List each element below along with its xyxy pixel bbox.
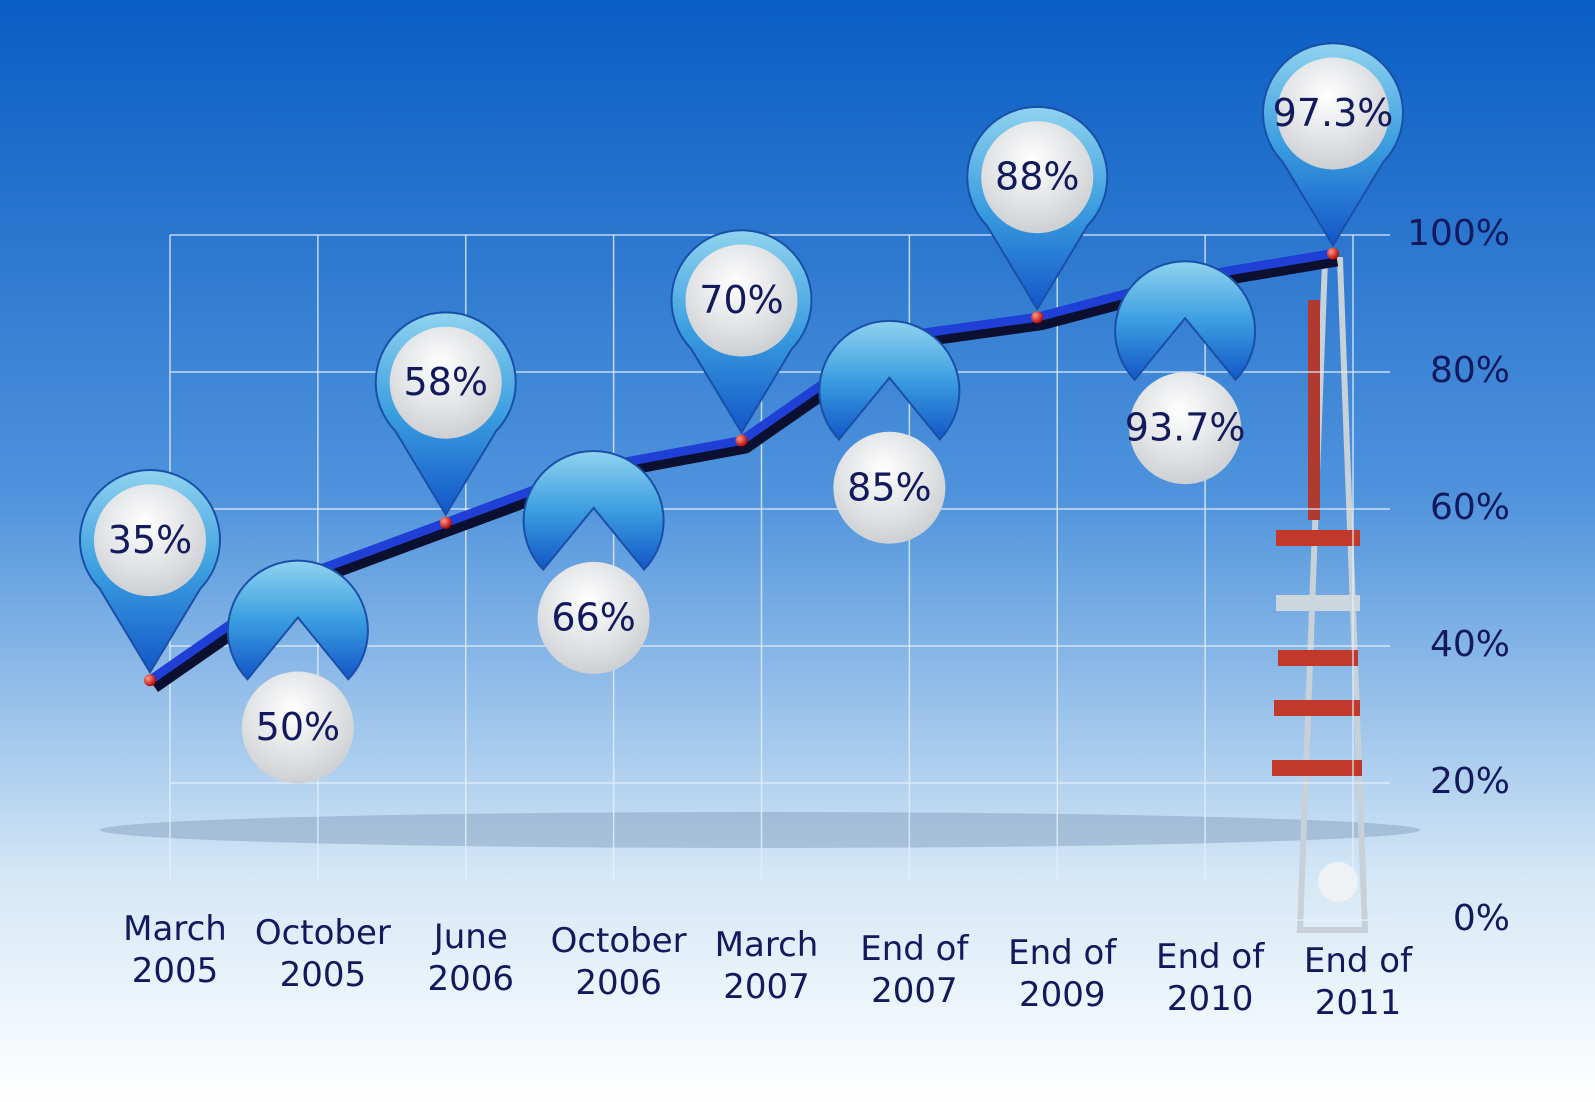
x-tick-label: March 2005 [123, 909, 227, 991]
point [1327, 247, 1339, 260]
x-tick-label: End of 2011 [1304, 941, 1413, 1023]
value-label: 58% [404, 360, 488, 404]
y-tick-label: 40% [1430, 624, 1510, 665]
tower [1272, 257, 1369, 933]
balloon-body [818, 319, 961, 441]
value-balloon: 35% [79, 469, 221, 675]
y-tick-label: 100% [1407, 213, 1510, 254]
balloon-face [537, 561, 650, 674]
point [1031, 311, 1044, 324]
value-balloon: 97.3% [1262, 42, 1404, 248]
value-balloon: 93.7% [1114, 260, 1257, 485]
value-label: 93.7% [1125, 406, 1246, 450]
balloon-face [981, 121, 1094, 234]
y-tick-label: 80% [1430, 350, 1510, 391]
balloon-face [94, 484, 206, 597]
point [439, 516, 452, 529]
value-balloon: 50% [226, 559, 369, 784]
y-tick-label: 20% [1430, 761, 1510, 802]
balloon-face [389, 326, 502, 439]
x-tick-label: End of 2009 [1008, 933, 1117, 1015]
balloon-face [1129, 372, 1242, 485]
value-label: 97.3% [1273, 91, 1394, 135]
x-tick-label: June 2006 [427, 917, 514, 999]
y-tick-label: 0% [1453, 898, 1510, 939]
x-tick-label: End of 2010 [1156, 937, 1265, 1019]
balloon-body [226, 559, 369, 681]
value-balloon: 70% [670, 229, 813, 435]
y-tick-label: 60% [1430, 487, 1510, 528]
balloon-face [241, 671, 354, 784]
value-label: 66% [551, 595, 635, 639]
value-label: 50% [256, 705, 340, 749]
value-balloon: 85% [818, 319, 961, 544]
value-balloon: 58% [374, 311, 517, 517]
balloon-body [522, 450, 665, 572]
value-label: 35% [108, 518, 192, 562]
x-tick-label: March 2007 [715, 925, 819, 1007]
balloon-body [1114, 260, 1257, 382]
balloon-face [685, 244, 798, 357]
shadow [100, 812, 1420, 848]
point [735, 434, 748, 447]
x-tick-label: October 2005 [255, 913, 391, 995]
value-label: 70% [699, 278, 783, 322]
value-balloon: 66% [522, 450, 665, 674]
x-tick-label: October 2006 [551, 921, 687, 1003]
point [144, 674, 156, 687]
value-label: 88% [995, 155, 1079, 199]
balloon-face [1277, 57, 1389, 170]
value-balloon: 88% [966, 106, 1109, 312]
x-tick-label: End of 2007 [860, 929, 969, 1011]
balloon-face [833, 431, 946, 544]
value-label: 85% [847, 465, 931, 509]
